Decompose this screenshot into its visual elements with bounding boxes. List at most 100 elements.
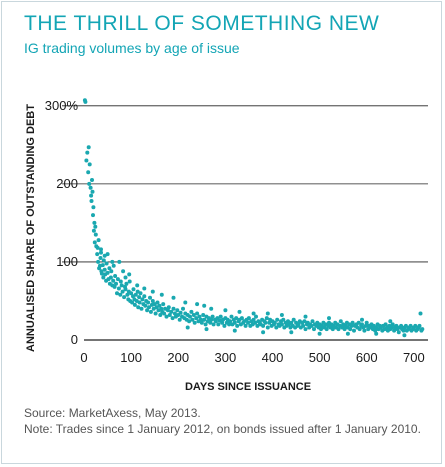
data-point bbox=[171, 306, 176, 311]
data-point bbox=[301, 323, 306, 328]
data-point bbox=[91, 213, 95, 218]
data-point bbox=[360, 322, 364, 327]
data-point bbox=[352, 328, 356, 333]
data-point bbox=[124, 281, 129, 286]
data-point bbox=[93, 224, 98, 229]
data-point bbox=[253, 320, 258, 325]
data-point bbox=[101, 275, 106, 280]
x-tick-100: 100 bbox=[120, 350, 142, 365]
x-tick-labels: 0 100 200 300 400 500 600 700 bbox=[80, 350, 424, 365]
data-point bbox=[254, 314, 258, 319]
data-point bbox=[319, 327, 323, 332]
source-note: Source: MarketAxess, May 2013. bbox=[24, 406, 201, 420]
data-point bbox=[408, 323, 413, 328]
data-point bbox=[211, 322, 216, 327]
data-point bbox=[394, 323, 399, 328]
data-point bbox=[417, 323, 422, 328]
data-point bbox=[336, 327, 341, 332]
data-point bbox=[209, 306, 214, 311]
data-point bbox=[91, 228, 96, 233]
data-point bbox=[223, 308, 228, 313]
data-point bbox=[389, 325, 394, 330]
data-point bbox=[246, 316, 251, 321]
data-point bbox=[228, 319, 233, 324]
data-point bbox=[199, 320, 204, 325]
grid-lines bbox=[62, 105, 428, 341]
data-point bbox=[296, 322, 301, 327]
data-point bbox=[237, 309, 242, 314]
data-point bbox=[216, 322, 221, 327]
data-point bbox=[227, 322, 232, 327]
trade-note: Note: Trades since 1 January 2012, on bo… bbox=[24, 422, 421, 436]
data-point bbox=[91, 205, 96, 210]
data-point bbox=[159, 306, 164, 311]
data-point bbox=[142, 294, 147, 299]
data-point bbox=[132, 302, 137, 307]
data-point bbox=[166, 305, 171, 310]
data-point bbox=[164, 314, 169, 319]
data-point bbox=[112, 284, 117, 289]
data-point bbox=[267, 320, 272, 325]
data-point bbox=[178, 310, 183, 315]
data-point bbox=[139, 306, 144, 311]
scatter-chart: 0 100 200 300% 0 100 200 300 400 500 600 700 ANNUA… bbox=[25, 98, 428, 393]
data-point bbox=[192, 320, 197, 325]
data-point bbox=[142, 286, 147, 291]
data-point bbox=[195, 302, 200, 307]
x-tick-700: 700 bbox=[403, 350, 425, 365]
data-point bbox=[209, 317, 214, 322]
data-point bbox=[235, 323, 240, 328]
data-point bbox=[289, 330, 294, 335]
data-point bbox=[388, 319, 393, 324]
data-point bbox=[85, 150, 90, 155]
data-point bbox=[137, 300, 142, 305]
data-point bbox=[309, 323, 314, 328]
data-point bbox=[150, 289, 155, 294]
data-point bbox=[190, 317, 195, 322]
data-point bbox=[420, 327, 425, 332]
data-point bbox=[145, 308, 150, 313]
data-point bbox=[198, 317, 203, 322]
data-point bbox=[161, 302, 166, 307]
data-point bbox=[148, 295, 152, 300]
data-point bbox=[330, 327, 335, 332]
data-point bbox=[146, 300, 151, 305]
data-point bbox=[148, 309, 153, 314]
data-point bbox=[123, 287, 128, 292]
data-point bbox=[191, 313, 196, 317]
data-point bbox=[232, 328, 237, 333]
data-point bbox=[265, 325, 270, 330]
data-point bbox=[208, 320, 213, 325]
data-point bbox=[89, 193, 94, 198]
data-point bbox=[363, 323, 368, 328]
data-point bbox=[171, 295, 176, 300]
data-point bbox=[348, 327, 353, 332]
data-point bbox=[399, 323, 404, 328]
data-point bbox=[286, 319, 290, 324]
data-point bbox=[115, 277, 120, 282]
data-point bbox=[153, 311, 158, 316]
y-tick-labels: 0 100 200 300% bbox=[45, 98, 79, 347]
data-point bbox=[197, 314, 202, 319]
data-point bbox=[175, 308, 180, 313]
chart-subtitle: IG trading volumes by age of issue bbox=[24, 40, 240, 56]
data-point bbox=[195, 311, 200, 316]
data-point bbox=[349, 323, 354, 328]
data-point bbox=[261, 330, 266, 335]
data-point bbox=[392, 328, 397, 333]
x-tick-600: 600 bbox=[356, 350, 378, 365]
data-point bbox=[147, 305, 151, 310]
data-point bbox=[194, 316, 199, 321]
data-point bbox=[159, 292, 164, 297]
data-point bbox=[357, 327, 362, 332]
data-point bbox=[108, 275, 113, 280]
chart-title: THE THRILL OF SOMETHING NEW bbox=[24, 12, 380, 35]
data-point bbox=[88, 185, 93, 190]
data-point bbox=[150, 299, 155, 303]
y-tick-200: 200 bbox=[56, 176, 78, 191]
data-point bbox=[291, 317, 296, 322]
data-point bbox=[210, 314, 215, 319]
data-point bbox=[113, 274, 118, 278]
data-point bbox=[86, 170, 91, 175]
data-point bbox=[84, 158, 89, 163]
